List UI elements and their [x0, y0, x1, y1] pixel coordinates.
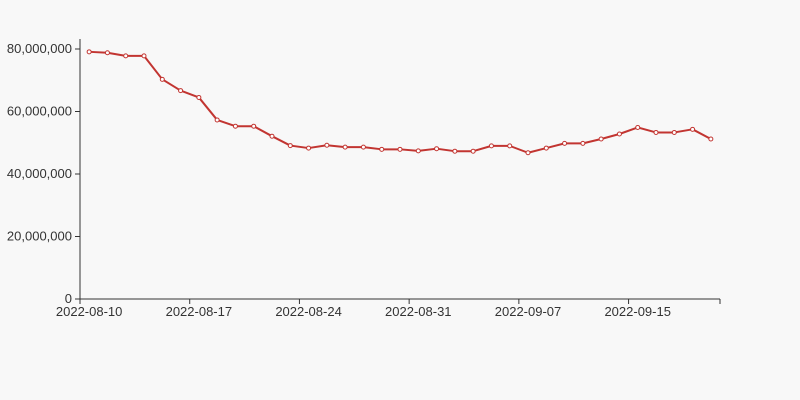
- data-point: [635, 124, 641, 130]
- data-point: [287, 143, 293, 149]
- data-point: [123, 53, 129, 59]
- y-tick-label: 20,000,000: [7, 229, 72, 244]
- data-point: [379, 146, 385, 152]
- data-point: [470, 148, 476, 154]
- data-point: [196, 94, 202, 100]
- data-point: [452, 148, 458, 154]
- data-point: [232, 123, 238, 129]
- y-tick-label: 80,000,000: [7, 41, 72, 56]
- data-point: [653, 129, 659, 135]
- y-tick-label: 40,000,000: [7, 166, 72, 181]
- data-point: [360, 144, 366, 150]
- data-point: [269, 133, 275, 139]
- data-point: [580, 140, 586, 146]
- data-point: [397, 146, 403, 152]
- data-point: [598, 136, 604, 142]
- data-point: [434, 146, 440, 152]
- x-tick-label: 2022-08-31: [385, 304, 452, 319]
- data-point: [159, 76, 165, 82]
- data-point: [525, 150, 531, 156]
- data-point: [671, 129, 677, 135]
- data-point: [306, 145, 312, 151]
- data-point: [214, 117, 220, 123]
- y-tick-label: 0: [65, 291, 72, 306]
- x-tick-label: 2022-09-15: [604, 304, 671, 319]
- data-point: [324, 142, 330, 148]
- data-point: [342, 144, 348, 150]
- x-tick-label: 2022-08-24: [275, 304, 342, 319]
- data-point: [415, 148, 421, 154]
- data-point: [104, 50, 110, 56]
- series: [86, 49, 714, 156]
- x-tick-label: 2022-09-07: [495, 304, 562, 319]
- data-point: [251, 123, 257, 129]
- x-axis: 2022-08-10 2022-08-17 2022-08-24 2022-08-31…: [56, 298, 721, 319]
- data-point: [507, 143, 513, 149]
- data-point: [488, 143, 494, 149]
- data-point: [616, 131, 622, 137]
- x-tick-label: 2022-08-17: [166, 304, 233, 319]
- data-point: [690, 126, 696, 132]
- data-point: [708, 136, 714, 142]
- data-point: [141, 53, 147, 59]
- data-point: [543, 145, 549, 151]
- series-line: [89, 50, 712, 154]
- data-point: [178, 88, 184, 94]
- x-tick-label: 2022-08-10: [56, 304, 123, 319]
- y-axis: 0 20,000,000 40,000,000 60,000,000 80,000,00…: [7, 39, 81, 306]
- data-point: [562, 140, 568, 146]
- data-point: [86, 49, 92, 55]
- y-tick-label: 60,000,000: [7, 104, 72, 119]
